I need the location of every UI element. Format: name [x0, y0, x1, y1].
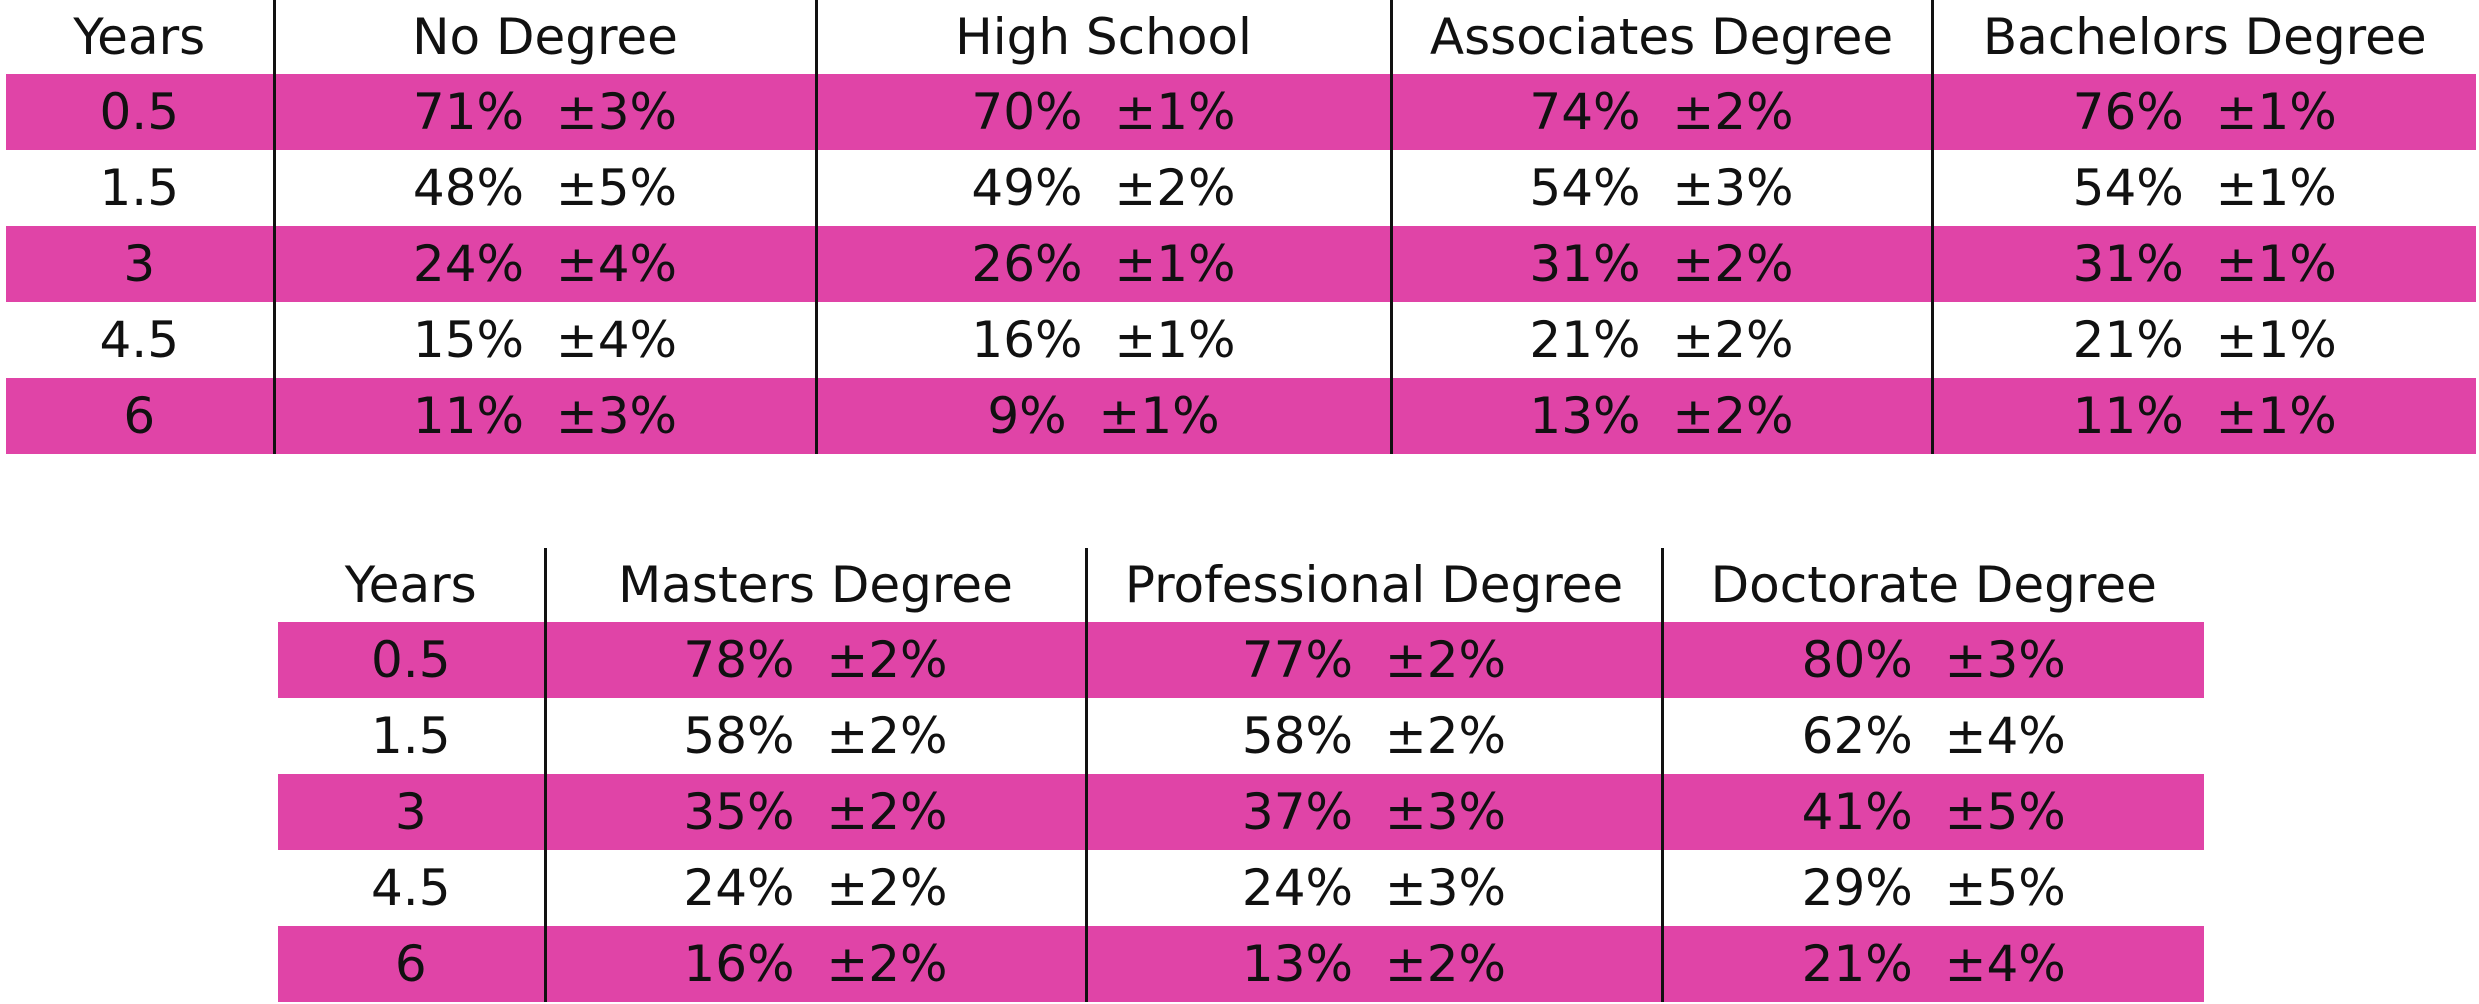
value-cell: 77% ±2% [1084, 622, 1662, 698]
survival-table: Years Masters Degree Professional Degree Do… [278, 548, 2204, 1002]
years-cell: 1.5 [99, 159, 180, 217]
value-cell: 54% ±1% [1930, 150, 2476, 226]
header-cell: Masters Degree [543, 548, 1086, 622]
header-cell: Associates Degree [1389, 0, 1932, 74]
value-cell: 21% ±4% [1660, 926, 2204, 1002]
value-cell: 48% ±5% [272, 150, 816, 226]
value-cell: 35% ±2% [543, 774, 1086, 850]
value-cell: 26% ±1% [814, 226, 1391, 302]
header-cell: Doctorate Degree [1660, 548, 2204, 622]
value-cell: 24% ±2% [543, 850, 1086, 926]
value-cell: 24% ±4% [272, 226, 816, 302]
header-row: Years No Degree High School Associates Degr… [6, 0, 2476, 74]
data-row: 6 16% ±2% 13% ±2% 21% ±4% [278, 926, 2204, 1002]
header-cell: Years [73, 8, 206, 66]
years-cell: 0.5 [6, 74, 274, 150]
header-cell: No Degree [272, 0, 816, 74]
header-cell: Years [344, 556, 477, 614]
value-cell: 15% ±4% [272, 302, 816, 378]
value-cell: 49% ±2% [814, 150, 1391, 226]
value-cell: 13% ±2% [1389, 378, 1932, 454]
data-row: 3 24% ±4% 26% ±1% 31% ±2% 31% ±1% [6, 226, 2476, 302]
value-cell: 54% ±3% [1389, 150, 1932, 226]
data-row: 1.5 48% ±5% 49% ±2% 54% ±3% 54% ±1% [6, 150, 2476, 226]
value-cell: 21% ±1% [1930, 302, 2476, 378]
value-cell: 58% ±2% [543, 698, 1086, 774]
years-cell: 3 [278, 774, 545, 850]
value-cell: 16% ±1% [814, 302, 1391, 378]
years-cell: 4.5 [99, 311, 180, 369]
value-cell: 29% ±5% [1660, 850, 2204, 926]
value-cell: 74% ±2% [1389, 74, 1932, 150]
value-cell: 58% ±2% [1084, 698, 1662, 774]
years-cell: 1.5 [370, 707, 451, 765]
value-cell: 11% ±1% [1930, 378, 2476, 454]
value-cell: 9% ±1% [814, 378, 1391, 454]
header-cell: Bachelors Degree [1930, 0, 2476, 74]
years-cell: 0.5 [278, 622, 545, 698]
data-row: 1.5 58% ±2% 58% ±2% 62% ±4% [278, 698, 2204, 774]
value-cell: 78% ±2% [543, 622, 1086, 698]
data-row: 4.5 24% ±2% 24% ±3% 29% ±5% [278, 850, 2204, 926]
value-cell: 31% ±1% [1930, 226, 2476, 302]
years-cell: 4.5 [370, 859, 451, 917]
value-cell: 16% ±2% [543, 926, 1086, 1002]
value-cell: 24% ±3% [1084, 850, 1662, 926]
survival-table: Years No Degree High School Associates Degr… [6, 0, 2476, 454]
data-row: 6 11% ±3% 9% ±1% 13% ±2% 11% ±1% [6, 378, 2476, 454]
header-row: Years Masters Degree Professional Degree Do… [278, 548, 2204, 622]
value-cell: 11% ±3% [272, 378, 816, 454]
value-cell: 71% ±3% [272, 74, 816, 150]
value-cell: 37% ±3% [1084, 774, 1662, 850]
data-row: 0.5 71% ±3% 70% ±1% 74% ±2% 76% ±1% [6, 74, 2476, 150]
years-cell: 3 [6, 226, 274, 302]
value-cell: 62% ±4% [1660, 698, 2204, 774]
value-cell: 41% ±5% [1660, 774, 2204, 850]
value-cell: 80% ±3% [1660, 622, 2204, 698]
value-cell: 70% ±1% [814, 74, 1391, 150]
value-cell: 76% ±1% [1930, 74, 2476, 150]
header-cell: Professional Degree [1084, 548, 1662, 622]
value-cell: 13% ±2% [1084, 926, 1662, 1002]
data-row: 4.5 15% ±4% 16% ±1% 21% ±2% 21% ±1% [6, 302, 2476, 378]
years-cell: 6 [278, 926, 545, 1002]
value-cell: 21% ±2% [1389, 302, 1932, 378]
value-cell: 31% ±2% [1389, 226, 1932, 302]
years-cell: 6 [6, 378, 274, 454]
data-row: 0.5 78% ±2% 77% ±2% 80% ±3% [278, 622, 2204, 698]
header-cell: High School [814, 0, 1391, 74]
data-row: 3 35% ±2% 37% ±3% 41% ±5% [278, 774, 2204, 850]
